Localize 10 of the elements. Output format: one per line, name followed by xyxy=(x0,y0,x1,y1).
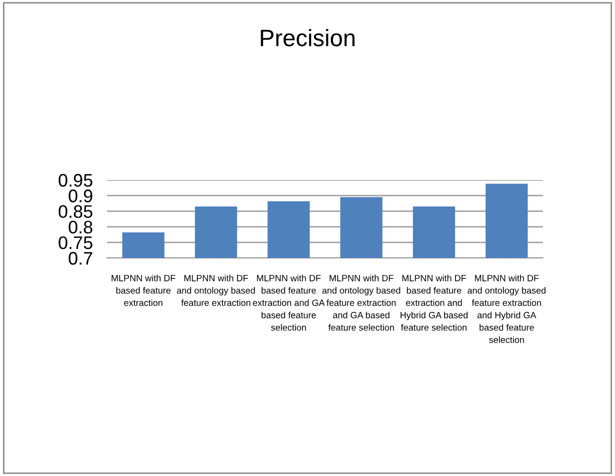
x-tick-label: MLPNN with DF based feature extraction xyxy=(112,274,176,306)
y-tick-label: 0.95 xyxy=(58,174,92,187)
y-tick-label: 0.7 xyxy=(68,252,92,265)
y-tick-label: 0.9 xyxy=(68,190,92,202)
y-tick-label: 0.75 xyxy=(58,236,92,250)
x-tick-label: MLPNN with DF and ontology based feature extraction and Hybrid GA based feature selection xyxy=(468,274,546,344)
x-tick-label: MLPNN with DF based feature extraction and Hybrid GA based feature selection xyxy=(400,274,468,331)
y-tick-label: 0.8 xyxy=(68,220,92,234)
y-tick-label: 0.85 xyxy=(58,205,92,218)
chart-title: Precision xyxy=(260,28,355,46)
